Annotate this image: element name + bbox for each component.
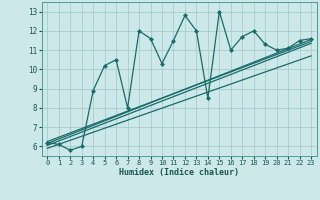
X-axis label: Humidex (Indice chaleur): Humidex (Indice chaleur): [119, 168, 239, 177]
